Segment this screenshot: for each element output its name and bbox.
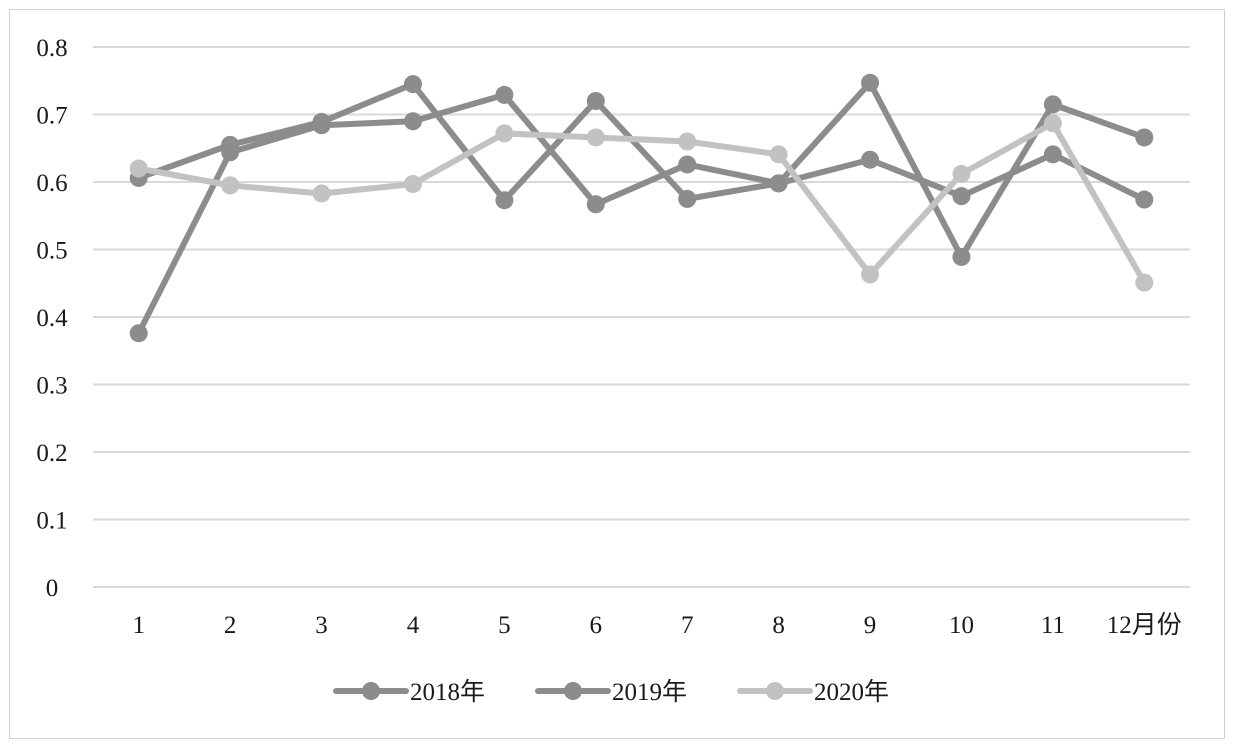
x-tick-label: 3 xyxy=(315,612,328,639)
data-point xyxy=(861,265,880,284)
data-point xyxy=(586,128,605,147)
data-point xyxy=(861,73,880,92)
x-tick-label: 9 xyxy=(864,612,877,639)
y-tick-label: 0.1 xyxy=(36,508,67,535)
data-point xyxy=(221,135,240,154)
x-tick-label: 1 xyxy=(132,612,145,639)
data-point xyxy=(129,324,148,343)
data-point xyxy=(312,184,331,203)
x-tick-label: 11 xyxy=(1041,612,1065,639)
x-tick-label: 10 xyxy=(949,612,974,639)
data-point xyxy=(495,85,514,104)
series-points xyxy=(129,73,1154,343)
data-point xyxy=(861,150,880,169)
x-tick-label: 6 xyxy=(590,612,603,639)
series-line-0 xyxy=(135,79,1148,337)
y-tick-label: 0.4 xyxy=(36,305,68,332)
x-tick-label: 8 xyxy=(772,612,785,639)
data-point xyxy=(1135,273,1154,292)
y-tick-label: 0.6 xyxy=(36,170,67,197)
data-point xyxy=(678,189,697,208)
data-point xyxy=(403,175,422,194)
x-axis-ticks: 1 2 3 4 5 6 7 8 9 10 11 12月份 xyxy=(132,611,1181,639)
data-point xyxy=(495,124,514,143)
chart-frame xyxy=(9,9,1225,739)
legend-item: 2018年 xyxy=(333,678,485,706)
data-point xyxy=(495,191,514,210)
legend-label: 2018年 xyxy=(410,678,485,706)
y-tick-label: 0.7 xyxy=(36,103,67,130)
legend-item: 2020年 xyxy=(737,678,889,706)
y-tick-label: 0.8 xyxy=(36,35,67,62)
data-point xyxy=(312,112,331,131)
series-line-2 xyxy=(135,120,1148,286)
series-lines xyxy=(135,79,1148,337)
y-tick-label: 0.5 xyxy=(36,238,67,265)
x-tick-label: 7 xyxy=(681,612,694,639)
legend-swatch-marker xyxy=(564,682,582,700)
legend: 2018年 2019年 2020年 xyxy=(333,678,889,706)
legend-swatch-marker xyxy=(766,682,784,700)
data-point xyxy=(221,176,240,195)
data-point xyxy=(952,247,971,266)
data-point xyxy=(952,187,971,206)
y-axis-ticks: 0 0.1 0.2 0.3 0.4 0.5 0.6 0.7 0.8 xyxy=(36,35,68,602)
legend-label: 2019年 xyxy=(612,678,687,706)
data-point xyxy=(129,159,148,178)
y-tick-label: 0.2 xyxy=(36,440,67,467)
data-point xyxy=(1043,145,1062,164)
data-point xyxy=(769,174,788,193)
y-tick-label: 0 xyxy=(46,575,59,602)
legend-item: 2019年 xyxy=(535,678,687,706)
y-tick-label: 0.3 xyxy=(36,373,67,400)
legend-label: 2020年 xyxy=(814,678,889,706)
data-point xyxy=(1043,95,1062,114)
data-point xyxy=(1135,190,1154,209)
series-line-1 xyxy=(135,81,1148,204)
data-point xyxy=(769,145,788,164)
data-point xyxy=(586,92,605,110)
x-tick-label: 4 xyxy=(407,612,420,639)
data-point xyxy=(678,132,697,151)
data-point xyxy=(403,75,422,94)
legend-swatch-marker xyxy=(362,682,380,700)
x-tick-label: 12月份 xyxy=(1107,611,1182,639)
data-point xyxy=(678,155,697,174)
x-tick-label: 5 xyxy=(498,612,511,639)
x-tick-label: 2 xyxy=(224,612,237,639)
data-point xyxy=(1135,128,1154,147)
data-point xyxy=(586,195,605,214)
data-point xyxy=(403,112,422,131)
data-point xyxy=(952,164,971,183)
gridlines xyxy=(93,46,1190,588)
data-point xyxy=(1043,114,1062,133)
